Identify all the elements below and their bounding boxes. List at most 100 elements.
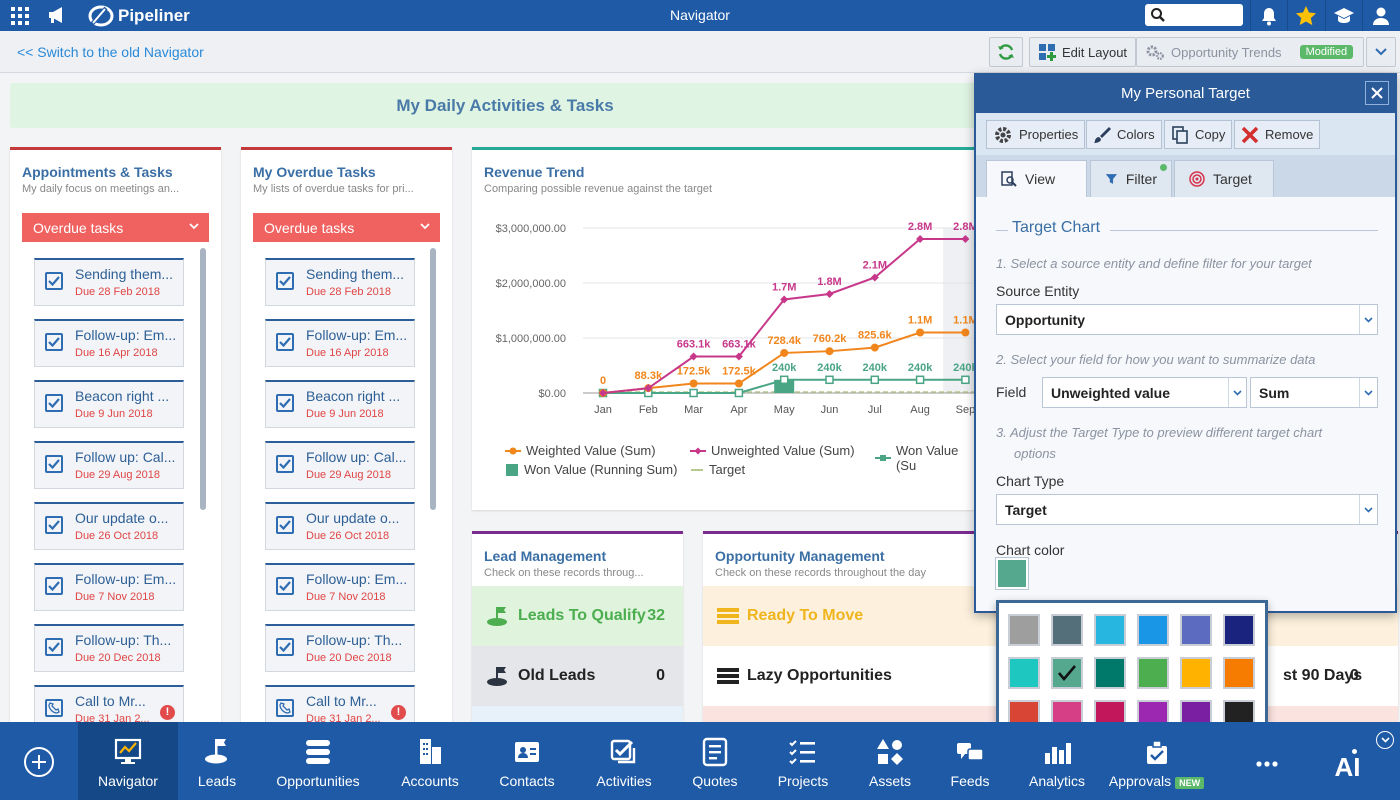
color-swatch[interactable] <box>1051 614 1083 646</box>
color-swatch[interactable] <box>1094 657 1126 689</box>
task-item[interactable]: Beacon right ... Due 9 Jun 2018 <box>265 380 415 428</box>
field-select[interactable]: Unweighted value <box>1042 377 1247 408</box>
task-item[interactable]: Beacon right ... Due 9 Jun 2018 <box>34 380 184 428</box>
tile-count: 0 <box>1350 667 1359 684</box>
overdue-tasks-dropdown[interactable]: Overdue tasks <box>253 213 440 242</box>
call-icon <box>45 699 63 717</box>
bottom-navigation: AI Navigator Leads Opportunities Accounts Co… <box>0 722 1400 800</box>
nav-quotes[interactable]: Quotes <box>674 722 756 800</box>
color-swatch[interactable] <box>1180 614 1212 646</box>
notifications-button[interactable] <box>1250 0 1286 31</box>
more-dots-icon <box>1256 761 1278 767</box>
scrollbar[interactable] <box>430 248 436 510</box>
brand-logo[interactable]: Pipeliner <box>88 4 190 28</box>
data-label: 663.1k <box>677 339 712 351</box>
old-leads-tile[interactable]: Old Leads 0 <box>472 646 683 706</box>
task-item[interactable]: Follow up: Cal... Due 29 Aug 2018 <box>265 441 415 489</box>
nav-leads[interactable]: Leads <box>178 722 256 800</box>
scrollbar[interactable] <box>200 248 206 510</box>
tab-view[interactable]: View <box>986 160 1087 197</box>
switch-old-navigator-link[interactable]: << Switch to the old Navigator <box>17 44 204 60</box>
legend-item-won-sum[interactable]: Won Value (Su <box>875 443 982 473</box>
flag-stand-icon <box>487 607 507 626</box>
copy-button[interactable]: Copy <box>1164 120 1233 149</box>
task-item[interactable]: Our update o... Due 26 Oct 2018 <box>34 502 184 550</box>
color-swatch[interactable] <box>1137 614 1169 646</box>
revenue-chart[interactable]: $3,000,000.00 $2,000,000.00 $1,000,000.00 $… <box>472 208 982 478</box>
task-item[interactable]: Sending them... Due 28 Feb 2018 <box>34 258 184 306</box>
task-item[interactable]: Sending them... Due 28 Feb 2018 <box>265 258 415 306</box>
task-item[interactable]: Our update o... Due 26 Oct 2018 <box>265 502 415 550</box>
edit-layout-button[interactable]: Edit Layout <box>1029 37 1137 67</box>
tab-filter[interactable]: Filter <box>1090 160 1172 197</box>
dashboard-dropdown-button[interactable] <box>1366 37 1396 67</box>
data-point <box>825 375 834 385</box>
task-due-date: Due 7 Nov 2018 <box>306 591 386 603</box>
panel-title: Opportunity Management <box>715 548 885 564</box>
dropdown-label: Overdue tasks <box>264 220 355 236</box>
nav-approvals[interactable]: Approvals NEW <box>1098 722 1215 800</box>
revenue-trend-panel: Revenue Trend Comparing possible revenue… <box>472 147 982 510</box>
close-icon <box>1371 87 1383 99</box>
checkbox-icon <box>276 272 294 290</box>
x-tick-label: Mar <box>684 404 703 416</box>
color-swatch[interactable] <box>1137 657 1169 689</box>
chart-type-label: Chart Type <box>996 473 1065 489</box>
leads-to-qualify-tile[interactable]: Leads To Qualify 32 <box>472 586 683 646</box>
color-swatch[interactable] <box>1008 657 1040 689</box>
legend-item-weighted[interactable]: Weighted Value (Sum) <box>505 443 656 458</box>
nav-contacts[interactable]: Contacts <box>480 722 574 800</box>
close-button[interactable] <box>1365 81 1389 105</box>
task-item[interactable]: Follow-up: Em... Due 7 Nov 2018 <box>34 563 184 611</box>
legend-item-target[interactable]: Target <box>690 462 745 477</box>
color-swatch[interactable] <box>1008 614 1040 646</box>
color-swatch[interactable] <box>1094 614 1126 646</box>
lead-management-panel: Lead Management Check on these records t… <box>472 531 683 722</box>
nav-accounts[interactable]: Accounts <box>380 722 480 800</box>
aggregation-select[interactable]: Sum <box>1250 377 1378 408</box>
color-swatch[interactable] <box>1223 657 1255 689</box>
search-input[interactable] <box>1145 4 1243 26</box>
task-item[interactable]: Follow-up: Em... Due 16 Apr 2018 <box>265 319 415 367</box>
chart-type-select[interactable]: Target <box>996 494 1378 525</box>
nav-navigator[interactable]: Navigator <box>78 722 178 800</box>
megaphone-icon[interactable] <box>47 5 69 25</box>
task-item[interactable]: Follow-up: Th... Due 20 Dec 2018 <box>265 624 415 672</box>
user-profile-button[interactable] <box>1362 0 1398 31</box>
collapse-nav-button[interactable] <box>1376 731 1394 749</box>
chart-color-picker[interactable] <box>995 557 1029 590</box>
nav-feeds[interactable]: Feeds <box>930 722 1010 800</box>
more-button[interactable] <box>1215 722 1319 800</box>
nav-activities[interactable]: Activities <box>574 722 674 800</box>
legend-item-unweighted[interactable]: Unweighted Value (Sum) <box>690 443 855 458</box>
nav-assets[interactable]: Assets <box>850 722 930 800</box>
add-button[interactable] <box>0 722 78 800</box>
colors-button[interactable]: Colors <box>1086 120 1162 149</box>
refresh-button[interactable] <box>989 37 1023 67</box>
task-due-date: Due 28 Feb 2018 <box>75 286 161 298</box>
legend-item-won-running[interactable]: Won Value (Running Sum) <box>505 462 677 477</box>
task-item[interactable]: Follow-up: Em... Due 7 Nov 2018 <box>265 563 415 611</box>
color-swatch[interactable] <box>1180 657 1212 689</box>
target-icon <box>1189 171 1205 187</box>
academy-button[interactable] <box>1325 0 1361 31</box>
color-swatch[interactable] <box>1223 614 1255 646</box>
remove-button[interactable]: Remove <box>1234 120 1321 149</box>
task-item[interactable]: Follow-up: Em... Due 16 Apr 2018 <box>34 319 184 367</box>
nav-opportunities[interactable]: Opportunities <box>256 722 380 800</box>
color-swatch[interactable] <box>1051 657 1083 689</box>
favorites-button[interactable] <box>1287 0 1323 31</box>
tab-target[interactable]: Target <box>1174 160 1274 197</box>
nav-projects[interactable]: Projects <box>756 722 850 800</box>
task-name: Sending them... <box>75 266 174 282</box>
ai-assistant-button[interactable]: AI <box>1320 722 1375 800</box>
task-item[interactable]: Follow-up: Th... Due 20 Dec 2018 <box>34 624 184 672</box>
apps-grid-icon[interactable] <box>10 6 30 26</box>
task-item[interactable]: Follow up: Cal... Due 29 Aug 2018 <box>34 441 184 489</box>
properties-button[interactable]: Properties <box>986 120 1086 149</box>
dashboard-selector[interactable]: Opportunity Trends Modified <box>1136 37 1364 67</box>
source-entity-select[interactable]: Opportunity <box>996 304 1378 335</box>
tile-label: Lazy Opportunities <box>747 667 892 684</box>
overdue-tasks-dropdown[interactable]: Overdue tasks <box>22 213 209 242</box>
nav-analytics[interactable]: Analytics <box>1010 722 1104 800</box>
